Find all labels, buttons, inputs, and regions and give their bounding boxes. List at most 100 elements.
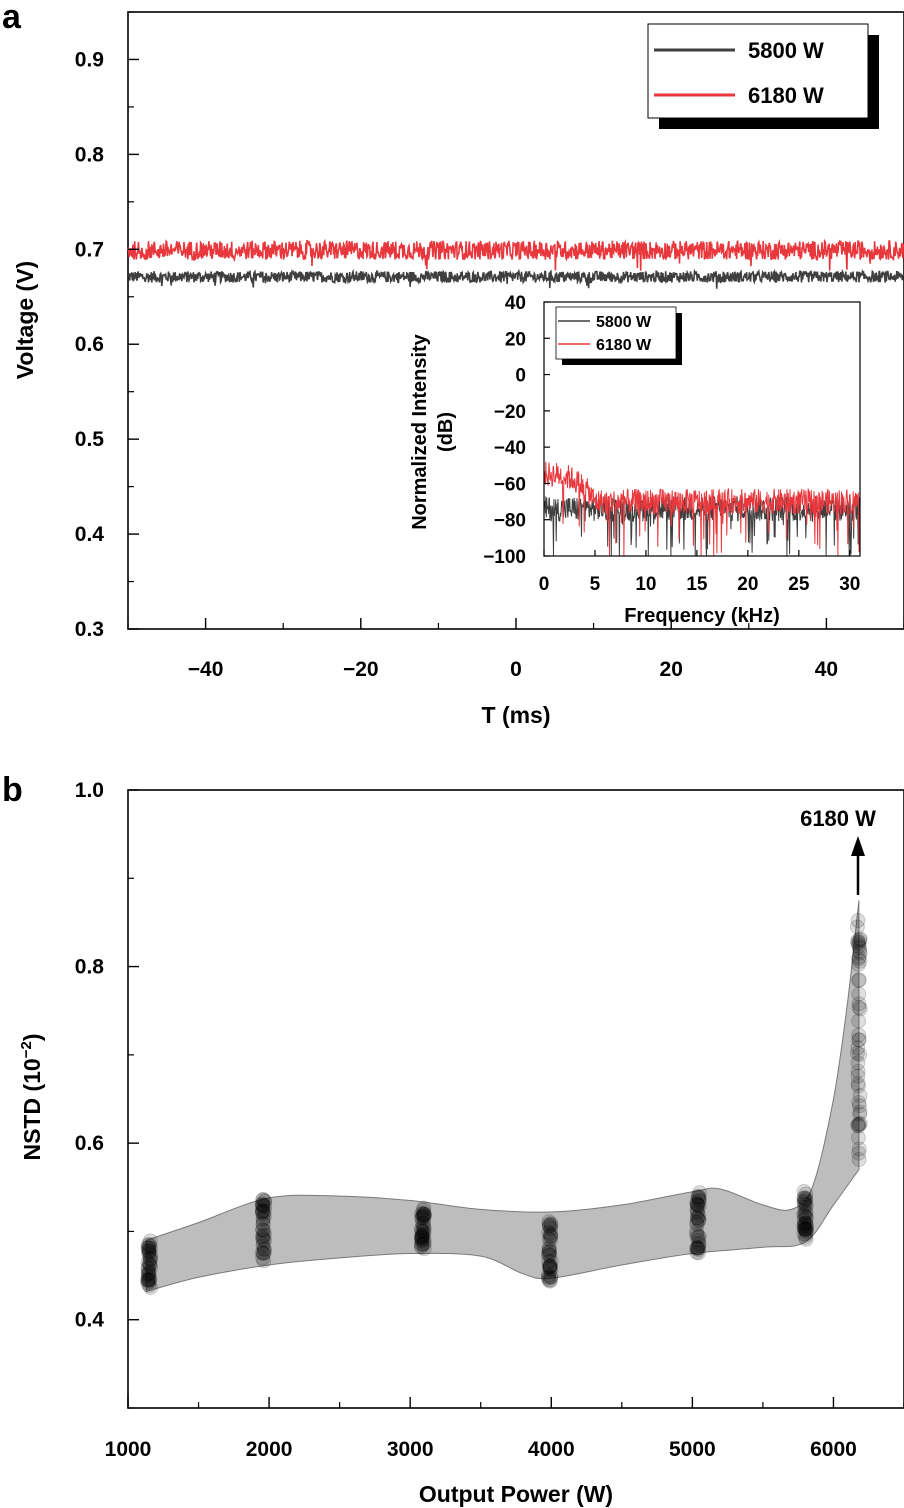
data-point [414,1223,429,1239]
data-point [414,1229,429,1245]
data-point [542,1259,558,1274]
data-point [850,1068,866,1084]
data-point [143,1251,158,1267]
data-point [140,1254,156,1270]
legend-label-5800: 5800 W [748,38,824,63]
data-point [690,1242,706,1258]
data-point [798,1224,814,1240]
data-point [143,1241,158,1256]
data-point [541,1267,556,1283]
x-tick-label: 1000 [105,1438,152,1461]
data-point [798,1222,814,1238]
data-point [542,1228,558,1243]
data-point [690,1188,706,1204]
series-line-5800w [127,268,904,289]
y-tick-label: 0.3 [75,618,104,641]
data-point [416,1236,432,1252]
data-point [850,1118,866,1134]
data-point [851,936,866,952]
data-point [691,1245,706,1261]
data-point [414,1210,430,1226]
data-point [142,1251,158,1266]
data-point [142,1233,158,1249]
x-tick-label: 6000 [810,1438,857,1461]
y-tick-label: 0.9 [75,48,104,71]
data-point [541,1248,556,1263]
data-point [798,1231,814,1247]
data-point [690,1240,706,1256]
data-point [140,1272,156,1288]
data-point [798,1205,814,1220]
x-tick-label: 2000 [246,1438,293,1461]
data-point [256,1227,272,1243]
data-point [142,1251,158,1267]
data-point [797,1222,813,1238]
data-point [796,1208,812,1224]
inset-y-tick-label: −100 [483,547,526,568]
data-point [799,1218,814,1234]
data-point [796,1218,812,1233]
data-point [798,1215,814,1231]
data-point [142,1273,157,1289]
data-point [141,1246,157,1262]
data-point [414,1233,430,1248]
y-label-main: NSTD (10 [19,1058,45,1160]
data-point [416,1206,432,1222]
data-point [415,1208,431,1224]
data-point [255,1212,271,1227]
panel-b-label: b [2,771,23,809]
data-point [689,1229,705,1245]
data-point [692,1185,707,1201]
inset-y-tick-label: −80 [494,511,526,532]
data-point [141,1269,157,1285]
legend-box [647,23,869,119]
data-point [690,1228,706,1244]
data-point [689,1215,705,1230]
y-tick-label: 0.8 [75,956,105,979]
data-point [543,1228,559,1244]
inset-legend-label-5800: 5800 W [596,314,652,331]
data-point [255,1198,271,1214]
panel-b: 1000 2000 3000 4000 5000 6000 0.4 0.6 0.8 1.0 618… [18,779,904,1507]
data-point [691,1208,707,1224]
data-point [543,1232,558,1248]
data-point [798,1215,813,1231]
data-point [543,1226,558,1241]
data-point [416,1210,432,1226]
data-point [796,1184,812,1199]
annotation-arrow-head [851,836,865,856]
data-point [542,1259,558,1275]
data-point [141,1240,157,1256]
data-point [255,1216,271,1232]
data-point [543,1269,559,1285]
data-point [140,1260,156,1276]
data-point [797,1229,813,1245]
data-point [851,1095,867,1110]
data-point [255,1222,271,1238]
data-point [691,1212,707,1227]
data-point [797,1191,813,1207]
data-point [416,1208,431,1224]
data-point [689,1240,705,1256]
data-point [414,1233,430,1248]
data-point [691,1189,707,1205]
data-point [416,1208,432,1224]
data-point [543,1261,559,1277]
data-point [850,935,866,950]
panel-a-label: a [2,0,22,36]
data-point [851,949,867,965]
data-point [690,1189,706,1205]
y-tick-label: 1.0 [75,779,104,802]
data-point [852,1088,868,1103]
data-point [140,1261,156,1277]
inset-frame [543,301,861,557]
data-point [796,1190,812,1206]
data-point [797,1199,812,1215]
data-point [416,1216,432,1232]
data-point [255,1227,271,1243]
data-point [414,1206,429,1222]
inset-y-tick-label: −40 [494,438,526,459]
data-point [142,1238,158,1254]
data-point [415,1228,430,1244]
data-point [798,1227,814,1242]
